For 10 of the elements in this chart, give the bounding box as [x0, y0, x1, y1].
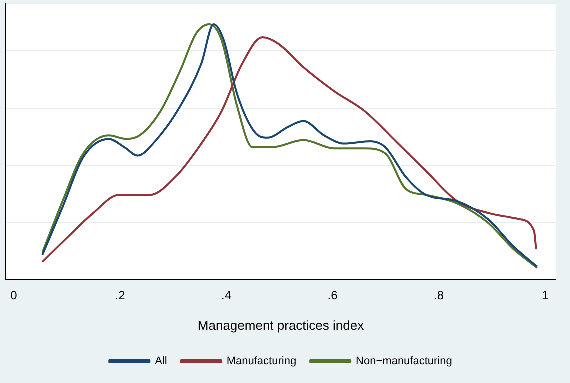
x-tick-label: .8	[434, 288, 444, 303]
legend-label: Non−manufacturing	[356, 356, 452, 368]
legend-label: Manufacturing	[226, 356, 297, 368]
x-tick-label: 1	[542, 288, 550, 303]
x-tick-label: .2	[115, 288, 126, 303]
x-tick-label: 0	[10, 288, 18, 303]
x-tick-label: .4	[222, 288, 232, 303]
legend-label: All	[155, 356, 168, 368]
x-axis-title: Management practices index	[198, 318, 365, 333]
x-tick-label: .6	[328, 288, 338, 303]
